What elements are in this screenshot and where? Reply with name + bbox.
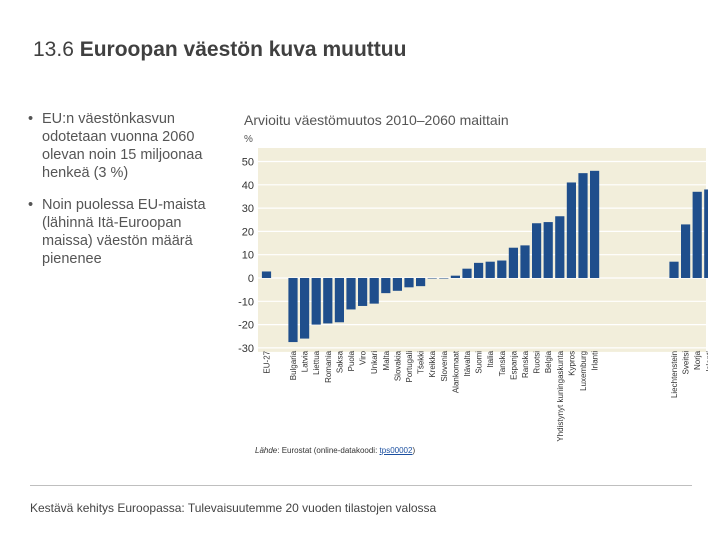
x-tick-label: Kreikka (428, 350, 437, 377)
bar (578, 173, 588, 278)
bullet-text: Noin puolessa EU-maista (lähinnä Itä-Eur… (42, 197, 206, 267)
x-tick-label: Malta (382, 350, 391, 370)
slide-title: 13.6 Euroopan väestön kuva muuttuu (33, 38, 406, 62)
bullet-list: • EU:n väestönkasvun odotetaan vuonna 206… (28, 110, 228, 282)
y-tick-label: 30 (242, 203, 254, 215)
bar (334, 278, 344, 323)
bar (450, 275, 460, 278)
footer-divider (30, 485, 692, 486)
x-tick-label: Romania (324, 350, 333, 383)
x-tick-label: Latvia (301, 350, 310, 372)
slide-title-text: Euroopan väestön kuva muuttuu (79, 38, 407, 61)
bar (392, 278, 402, 291)
x-tick-label: Kypros (567, 351, 576, 376)
bar (288, 278, 298, 343)
source-label: Lähde (255, 446, 278, 455)
bar (261, 271, 272, 278)
bar (311, 278, 321, 325)
x-tick-label: Tanska (498, 350, 507, 376)
x-tick-label: Italia (486, 350, 495, 367)
bar (681, 224, 691, 278)
source-code-link[interactable]: tps00002 (379, 446, 413, 455)
x-tick-label: Suomi (475, 351, 484, 374)
bar (439, 278, 449, 279)
bar (543, 222, 553, 278)
plot-background (258, 148, 706, 352)
x-tick-label: Saksa (335, 350, 344, 373)
bar (474, 262, 484, 278)
bar (520, 245, 530, 278)
bullet-dot: • (28, 111, 34, 127)
y-tick-label: -30 (238, 343, 254, 355)
bar (381, 278, 391, 294)
bar (704, 189, 708, 278)
chart-source: Lähde: Eurostat (online-datakoodi: tps00… (255, 446, 415, 455)
bullet-item: • EU:n väestönkasvun odotetaan vuonna 206… (28, 110, 228, 182)
x-tick-label: Irlanti (591, 351, 600, 371)
footer-text: Kestävä kehitys Euroopassa: Tulevaisuute… (30, 501, 437, 515)
chart-title: Arvioitu väestömuutos 2010–2060 maittain (244, 112, 509, 128)
x-tick-label: Luxemburg (579, 351, 588, 391)
bar (555, 216, 565, 278)
bar (590, 170, 600, 278)
bar (462, 268, 472, 278)
y-tick-label: -10 (238, 296, 254, 308)
bar (508, 247, 518, 278)
bar (346, 278, 356, 310)
source-end: ) (412, 446, 416, 455)
x-tick-label: Tšekki (417, 351, 426, 374)
y-tick-label: 0 (248, 273, 254, 285)
y-axis-unit: % (244, 134, 253, 145)
x-tick-label: Ruotsi (533, 351, 542, 374)
bar (369, 278, 379, 304)
x-tick-label: Puola (347, 350, 356, 371)
x-tick-label: Unkari (370, 351, 379, 374)
x-tick-label: Islanti (705, 351, 708, 372)
bar (485, 261, 495, 278)
y-tick-label: 50 (242, 157, 254, 169)
x-tick-label: Liechtenstein (670, 351, 679, 398)
x-tick-label: Alankomaat (451, 350, 460, 393)
x-tick-label: Sveitsi (682, 351, 691, 375)
bar (416, 278, 426, 287)
y-tick-label: 40 (242, 180, 254, 192)
x-tick-label: Slovakia (393, 350, 402, 381)
bar (300, 278, 310, 339)
bullet-text: EU:n väestönkasvun odotetaan vuonna 2060… (42, 111, 203, 181)
x-tick-label: Espanja (509, 350, 518, 379)
x-tick-label: Bulgaria (289, 350, 298, 380)
x-tick-label: Viro (359, 350, 368, 365)
bullet-dot: • (28, 197, 34, 213)
source-text: : Eurostat (online-datakoodi: (277, 446, 380, 455)
bar (323, 278, 333, 324)
bar (669, 261, 679, 278)
y-tick-label: 20 (242, 226, 254, 238)
bar (358, 278, 368, 306)
y-tick-label: -20 (238, 320, 254, 332)
x-tick-label: Norja (693, 350, 702, 370)
y-tick-label: 10 (242, 250, 254, 262)
x-tick-label: Belgia (544, 350, 553, 373)
x-tick-label: Ranska (521, 350, 530, 378)
bar (497, 260, 507, 278)
bar (692, 191, 702, 278)
x-tick-label: Portugali (405, 351, 414, 383)
x-tick-label: Slovenia (440, 350, 449, 381)
slide-title-number: 13.6 (33, 38, 74, 61)
x-tick-label: Itävalta (463, 350, 472, 376)
x-tick-label: Yhdistynyt kuningaskunta (556, 350, 565, 441)
bar (427, 278, 437, 279)
bar (566, 182, 576, 278)
bullet-item: • Noin puolessa EU-maista (lähinnä Itä-Eu… (28, 196, 228, 268)
x-tick-label: EU-27 (263, 350, 272, 373)
x-tick-label: Liettua (312, 350, 321, 375)
bar (532, 223, 542, 278)
bar (404, 278, 414, 288)
